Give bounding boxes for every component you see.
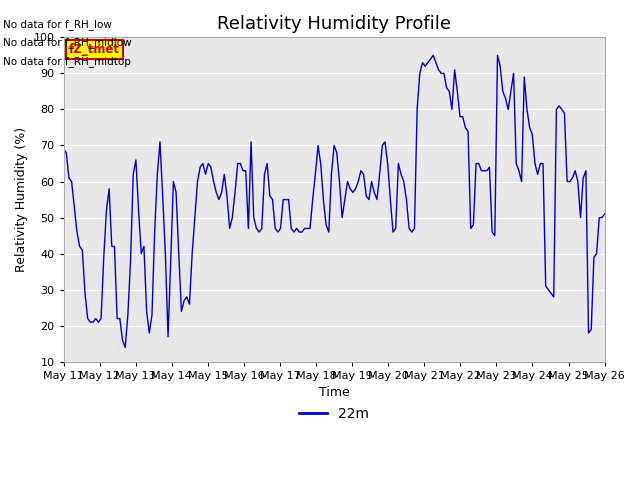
Title: Relativity Humidity Profile: Relativity Humidity Profile [217,15,451,33]
Y-axis label: Relativity Humidity (%): Relativity Humidity (%) [15,127,28,272]
Legend: 22m: 22m [294,401,374,426]
Text: No data for f_RH_low: No data for f_RH_low [3,19,112,30]
Text: No data for f_RH_midtop: No data for f_RH_midtop [3,56,131,67]
X-axis label: Time: Time [319,386,349,399]
Text: No data for f_RH_midlow: No data for f_RH_midlow [3,37,132,48]
Text: fZ_tmet: fZ_tmet [69,43,120,56]
